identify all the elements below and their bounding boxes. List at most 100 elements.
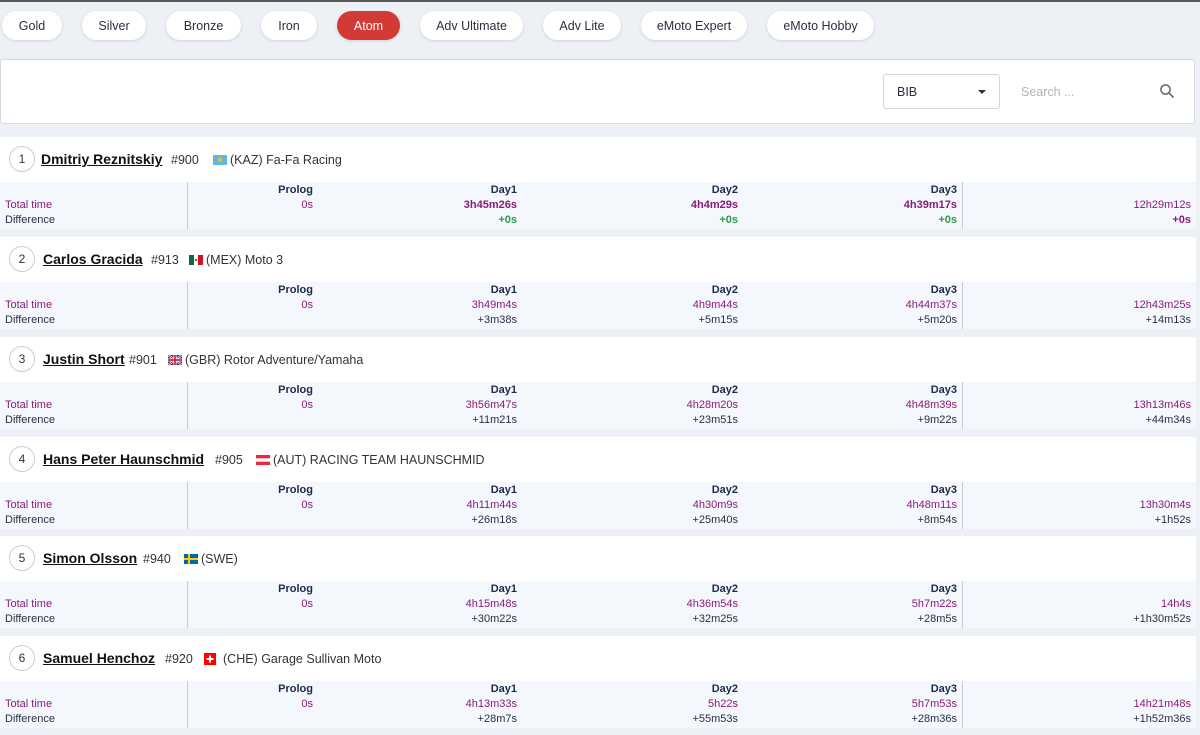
col-header-day1: Day1	[490, 184, 517, 196]
divider	[187, 282, 188, 329]
tab-bronze[interactable]: Bronze	[166, 11, 241, 40]
divider	[187, 681, 188, 728]
search-icon[interactable]	[1159, 83, 1175, 99]
gbr-flag-icon	[168, 355, 182, 365]
divider	[187, 581, 188, 628]
col-header-day2: Day2	[711, 683, 738, 695]
rider-card: 1 Dmitriy Reznitskiy #900 (KAZ) Fa-Fa Ra…	[0, 137, 1196, 229]
col-header-day1: Day1	[490, 683, 517, 695]
tab-emoto-hobby[interactable]: eMoto Hobby	[767, 11, 874, 40]
tab-iron[interactable]: Iron	[261, 11, 317, 40]
total-prolog: 0s	[301, 698, 313, 710]
total-time-label: Total time	[5, 299, 53, 311]
tab-emoto-expert[interactable]: eMoto Expert	[641, 11, 747, 40]
total-day1: 4h15m48s	[465, 598, 517, 610]
col-header-day2: Day2	[711, 184, 738, 196]
diff-day1: +11m21s	[472, 414, 517, 426]
total-day3: 4h39m17s	[903, 199, 957, 211]
rider-name[interactable]: Hans Peter Haunschmid	[43, 451, 205, 467]
rider-team: (AUT) RACING TEAM HAUNSCHMID	[273, 453, 485, 467]
diff-day2: +25m40s	[692, 514, 738, 526]
col-header-prolog: Prolog	[278, 284, 313, 296]
diff-day3: +28m36s	[911, 713, 957, 725]
tab-silver[interactable]: Silver	[82, 11, 146, 40]
rider-name[interactable]: Carlos Gracida	[43, 251, 143, 267]
diff-day1: +26m18s	[471, 514, 517, 526]
total-day2: 4h4m29s	[690, 199, 738, 211]
col-header-day2: Day2	[711, 384, 738, 396]
rank-badge: 4	[9, 446, 35, 472]
total-day3: 4h48m39s	[905, 399, 957, 411]
chevron-down-icon	[978, 90, 986, 94]
difference-label: Difference	[5, 214, 55, 226]
rank-badge: 3	[9, 346, 35, 372]
total-time-label: Total time	[5, 199, 53, 211]
divider	[187, 482, 188, 529]
diff-overall: +14m13s	[1145, 314, 1191, 326]
col-header-day3: Day3	[930, 384, 957, 396]
rank-badge: 2	[9, 246, 35, 272]
rider-team: (GBR) Rotor Adventure/Yamaha	[185, 353, 364, 367]
rider-name[interactable]: Simon Olsson	[43, 550, 138, 566]
divider	[962, 581, 963, 628]
col-header-prolog: Prolog	[278, 484, 313, 496]
total-time-label: Total time	[5, 698, 53, 710]
total-day2: 5h22s	[708, 698, 738, 710]
tab-adv-lite[interactable]: Adv Lite	[543, 11, 621, 40]
rider-name[interactable]: Dmitriy Reznitskiy	[41, 151, 163, 167]
diff-day1: +30m22s	[471, 613, 517, 625]
rider-bib: #900	[171, 153, 199, 167]
rider-name[interactable]: Justin Short	[43, 351, 125, 367]
col-header-day1: Day1	[490, 484, 517, 496]
total-prolog: 0s	[301, 499, 313, 511]
tab-gold[interactable]: Gold	[2, 11, 62, 40]
rider-team: (MEX) Moto 3	[206, 253, 284, 267]
diff-day1: +28m7s	[477, 713, 517, 725]
col-header-day2: Day2	[711, 583, 738, 595]
mex-flag-icon	[189, 255, 203, 265]
rider-card: 3 Justin Short #901 (GBR) Rotor Adventur…	[0, 337, 1196, 429]
search-input[interactable]: Search ...	[1021, 84, 1075, 99]
difference-label: Difference	[5, 314, 55, 326]
col-header-day3: Day3	[930, 583, 957, 595]
stage-times: Total time Difference Prolog Day1 Day2 D…	[0, 382, 1196, 429]
rank-badge: 5	[9, 545, 35, 571]
diff-day2: +5m15s	[698, 314, 738, 326]
col-header-prolog: Prolog	[278, 683, 313, 695]
col-header-day3: Day3	[930, 484, 957, 496]
rank-badge: 6	[9, 645, 35, 671]
rider-bib: #940	[143, 552, 171, 566]
rider-header: 2 Carlos Gracida #913 (MEX) Moto 3	[0, 237, 1196, 282]
divider	[962, 382, 963, 429]
tab-adv-ultimate[interactable]: Adv Ultimate	[420, 11, 523, 40]
divider	[962, 282, 963, 329]
diff-day2: +32m25s	[692, 613, 738, 625]
col-header-day2: Day2	[711, 484, 738, 496]
col-header-day1: Day1	[490, 284, 517, 296]
swe-flag-icon	[184, 554, 198, 564]
tab-atom[interactable]: Atom	[337, 11, 400, 40]
rider-team: (SWE)	[201, 552, 238, 566]
diff-day3: +9m22s	[917, 414, 957, 426]
rider-name[interactable]: Samuel Henchoz	[43, 650, 156, 666]
col-header-prolog: Prolog	[278, 184, 313, 196]
che-flag-icon	[204, 653, 216, 665]
diff-day3: +28m5s	[917, 613, 957, 625]
rider-bib: #920	[165, 652, 193, 666]
total-overall: 14h4s	[1161, 598, 1191, 610]
total-day1: 3h56m47s	[465, 399, 517, 411]
divider	[187, 382, 188, 429]
diff-overall: +0s	[1172, 214, 1191, 226]
total-day1: 3h49m4s	[471, 299, 517, 311]
stage-times: Total time Difference Prolog Day1 Day2 D…	[0, 282, 1196, 329]
total-day1: 3h45m26s	[463, 199, 517, 211]
total-prolog: 0s	[301, 199, 313, 211]
total-prolog: 0s	[301, 598, 313, 610]
diff-day2: +55m53s	[692, 713, 738, 725]
rider-team: (KAZ) Fa-Fa Racing	[230, 153, 342, 167]
total-day3: 5h7m22s	[911, 598, 957, 610]
sort-select[interactable]: BIB	[883, 74, 1000, 109]
rider-header: 4 Hans Peter Haunschmid #905 (AUT) RACIN…	[0, 437, 1196, 482]
col-header-day3: Day3	[930, 284, 957, 296]
diff-overall: +1h52s	[1154, 514, 1191, 526]
